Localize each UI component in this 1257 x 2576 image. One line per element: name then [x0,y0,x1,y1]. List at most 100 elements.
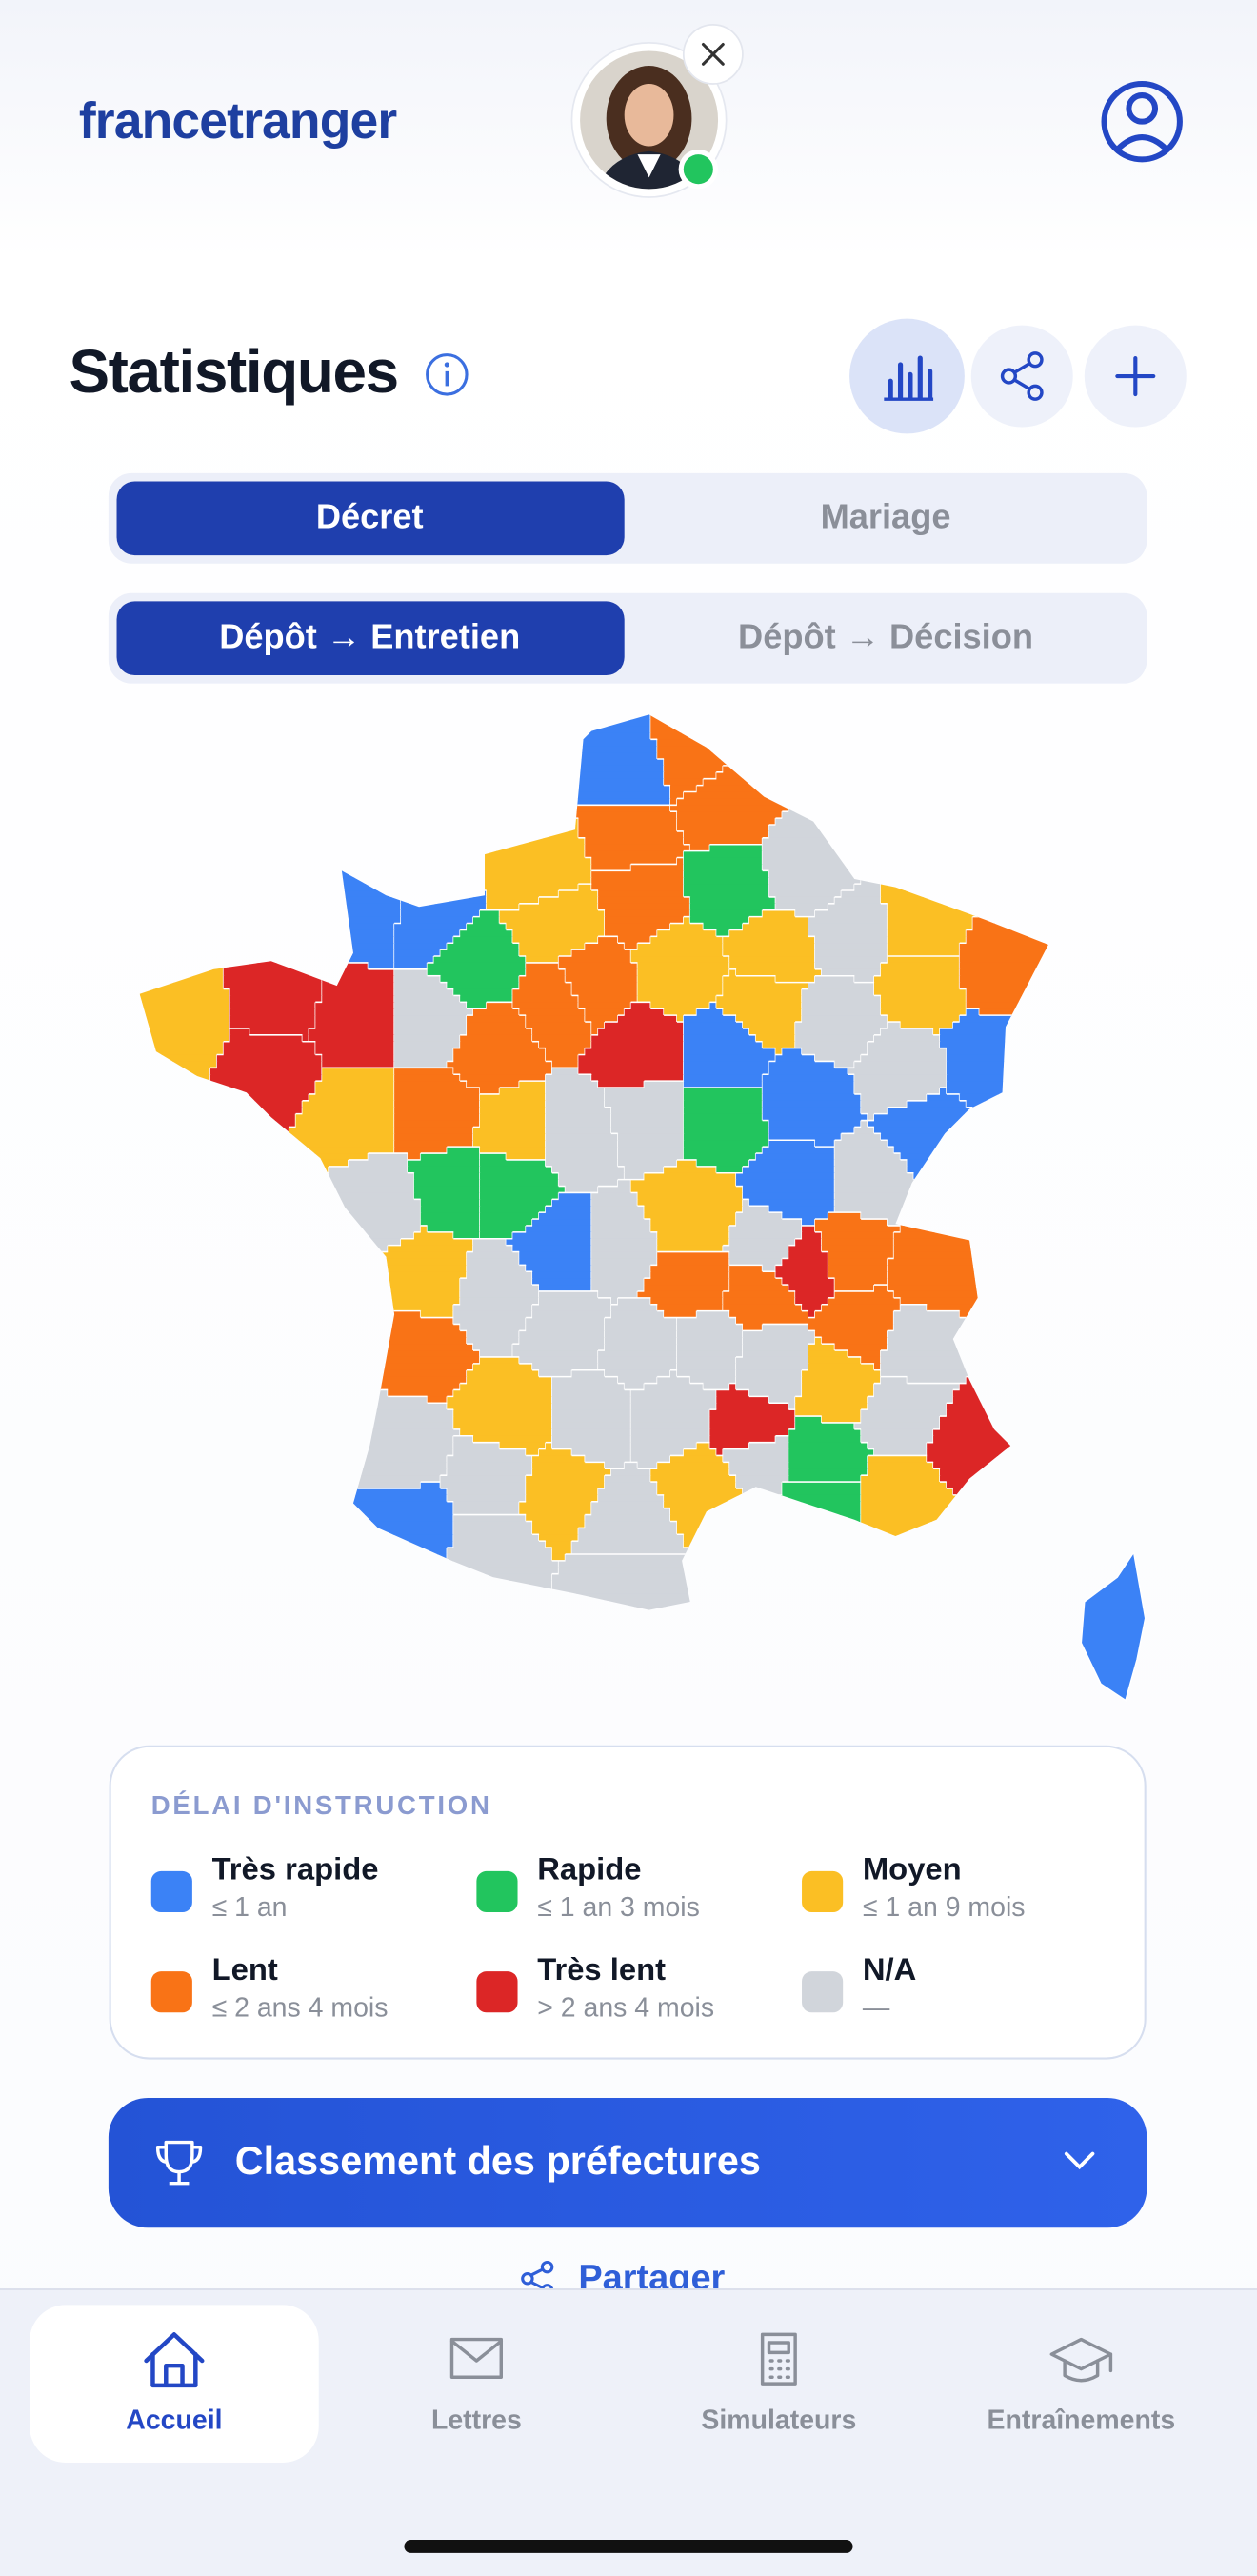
department[interactable] [604,1462,626,1469]
department[interactable] [802,1015,888,1023]
department[interactable] [467,1022,527,1029]
department[interactable] [716,1389,750,1397]
department[interactable] [814,909,888,918]
department[interactable] [368,1258,468,1266]
department[interactable] [368,1304,454,1312]
department[interactable] [742,1166,836,1174]
department[interactable] [413,1179,481,1188]
department[interactable] [736,1383,803,1390]
department[interactable] [933,1428,1066,1437]
department[interactable] [630,1409,710,1417]
department[interactable] [959,975,1066,984]
department[interactable] [834,1153,902,1161]
department[interactable] [775,1054,816,1062]
department[interactable] [551,1580,724,1588]
department[interactable] [394,1074,461,1082]
department[interactable] [723,988,803,996]
department[interactable] [637,995,717,1003]
department[interactable] [598,896,691,905]
department[interactable] [598,890,685,898]
department[interactable] [802,1376,882,1385]
department[interactable] [565,975,639,984]
department[interactable] [762,1147,836,1154]
department[interactable] [440,1475,527,1483]
department[interactable] [689,916,750,925]
department[interactable] [512,1245,592,1253]
department[interactable] [861,1501,961,1509]
department[interactable] [585,844,691,852]
department[interactable] [131,1028,231,1036]
department[interactable] [880,1002,968,1009]
department[interactable] [131,1022,231,1029]
department[interactable] [526,1015,586,1023]
department[interactable] [460,929,513,937]
department[interactable] [637,975,724,984]
department[interactable] [644,1081,685,1088]
department[interactable] [551,1587,730,1594]
department[interactable] [657,752,744,760]
department[interactable] [302,1172,415,1181]
department[interactable] [939,1041,1066,1049]
nav-icon[interactable] [760,2332,797,2386]
department[interactable] [479,1179,560,1188]
department[interactable] [880,1350,1013,1358]
department[interactable] [676,818,776,826]
department[interactable] [604,1344,678,1351]
department[interactable] [551,1409,632,1417]
department[interactable] [624,943,639,950]
department[interactable] [512,936,599,944]
department[interactable] [604,1324,678,1331]
department[interactable] [447,1147,481,1154]
department[interactable] [729,929,809,937]
department[interactable] [394,1120,481,1128]
department[interactable] [657,1482,737,1489]
department[interactable] [598,936,619,944]
department[interactable] [486,903,520,911]
department[interactable] [354,1488,448,1496]
department[interactable] [854,975,875,984]
department[interactable] [788,1428,862,1437]
department[interactable] [394,982,448,990]
department[interactable] [532,765,665,773]
department[interactable] [551,1428,632,1437]
department[interactable] [479,884,579,891]
department[interactable] [467,1369,540,1378]
department[interactable] [229,1028,250,1036]
department[interactable] [742,1199,750,1207]
department[interactable] [775,1048,783,1056]
department[interactable] [519,982,572,990]
department[interactable] [644,1206,744,1213]
department[interactable] [821,1416,862,1424]
department[interactable] [683,890,770,898]
department[interactable] [828,1297,902,1306]
department[interactable] [762,1100,862,1108]
department[interactable] [460,1297,540,1306]
department[interactable] [394,1048,454,1056]
department[interactable] [617,1153,685,1161]
department[interactable] [861,1428,934,1437]
department[interactable] [762,857,882,865]
department[interactable] [460,1428,553,1437]
department[interactable] [939,1034,1066,1043]
department[interactable] [413,1192,481,1200]
department[interactable] [795,1416,823,1424]
department[interactable] [394,956,435,964]
department[interactable] [683,1068,770,1075]
department[interactable] [657,1231,730,1240]
department[interactable] [683,1028,750,1036]
department[interactable] [486,896,540,905]
department[interactable] [736,1482,783,1489]
department[interactable] [479,1199,553,1207]
tab-option[interactable]: Dépôt → Entretien [219,617,520,656]
department[interactable] [472,1245,513,1253]
department[interactable] [742,1192,836,1200]
department[interactable] [637,968,730,977]
department[interactable] [551,1416,632,1424]
department[interactable] [558,890,599,898]
department[interactable] [440,1482,527,1489]
department[interactable] [762,1088,855,1095]
department[interactable] [802,1231,823,1240]
department[interactable] [479,1231,513,1240]
department[interactable] [295,1120,395,1128]
department[interactable] [420,1225,429,1233]
